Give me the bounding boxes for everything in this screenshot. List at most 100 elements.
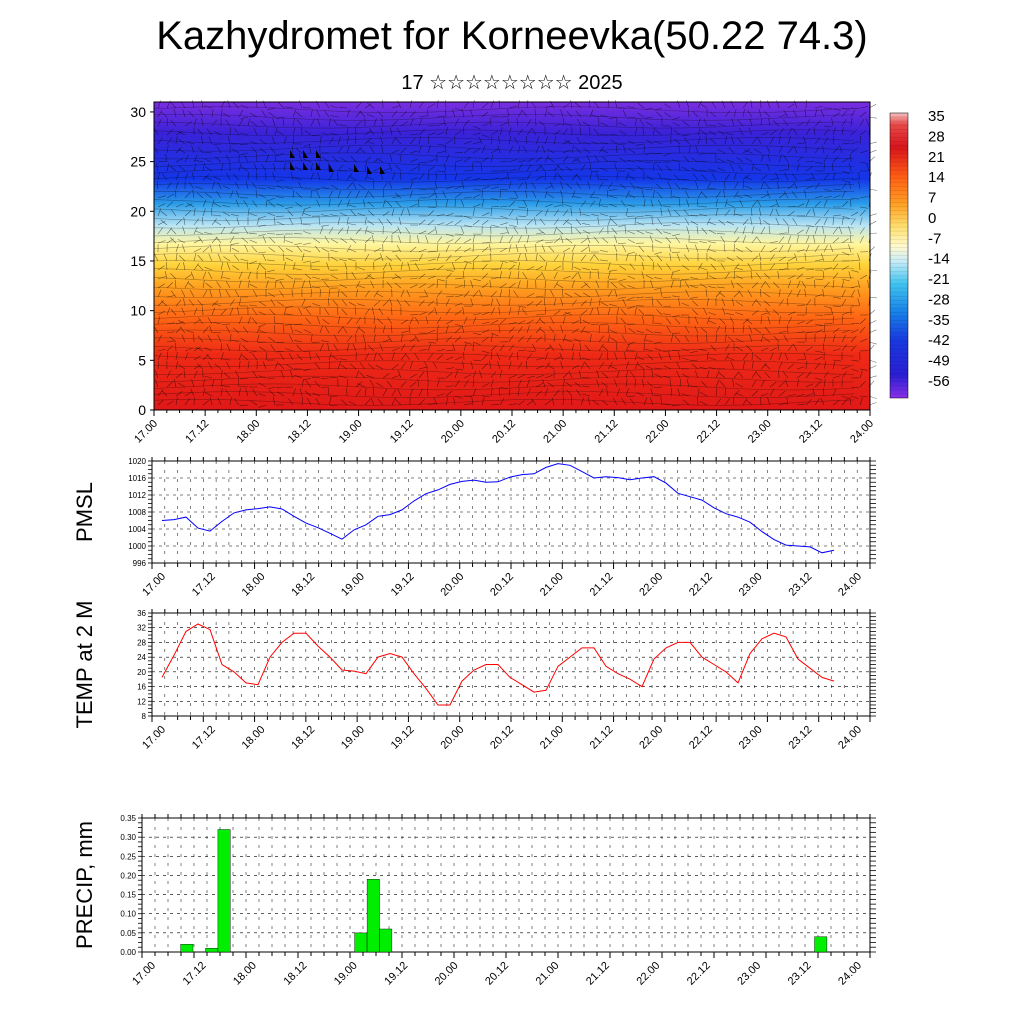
precip-bar <box>814 936 828 953</box>
y-tick-label: 0.10 <box>120 910 136 919</box>
section-x-tick-label: 17.00 <box>132 418 160 446</box>
section-x-tick-label: 17.12 <box>183 418 211 446</box>
contour-line <box>153 137 855 144</box>
precip-bar <box>205 948 219 953</box>
precipitation-panel: 0.00 0.05 0.10 0.15 0.20 0.25 0.30 0.35 17.00 17.… <box>72 814 876 988</box>
panel-x-tick-label: 23.12 <box>786 960 814 988</box>
section-x-tick-label: 19.12 <box>388 418 416 446</box>
wind-flag <box>303 162 308 170</box>
panel-x-tick-label: 18.00 <box>240 571 268 599</box>
y-tick-label: 28 <box>137 638 146 647</box>
wind-flag <box>354 164 359 172</box>
panel-x-tick-label: 21.00 <box>534 960 562 988</box>
contour-line <box>153 129 855 137</box>
panel-x-tick-label: 19.00 <box>339 724 367 752</box>
y-axis-label: PRECIP, mm <box>72 821 97 949</box>
precip-bar <box>217 829 231 953</box>
panel-x-tick-label: 20.12 <box>488 571 516 599</box>
panel-x-tick-label: 23.00 <box>737 571 765 599</box>
colorbar-label: 14 <box>928 169 945 186</box>
wind-flag <box>303 150 308 158</box>
panel-x-tick-label: 20.00 <box>438 724 466 752</box>
section-x-tick-label: 21.12 <box>592 418 620 446</box>
contour-line <box>153 221 855 229</box>
contour-line <box>153 168 855 175</box>
colorbar-label: -21 <box>928 271 950 288</box>
panel-x-tick-label: 19.00 <box>339 571 367 599</box>
series-line <box>161 463 835 554</box>
wind-flag <box>290 162 295 170</box>
y-tick-label: 0.15 <box>120 891 136 900</box>
panel-x-tick-label: 17.00 <box>130 960 158 988</box>
panel-x-tick-label: 18.12 <box>289 571 317 599</box>
pmsl-panel: 996 1000 1004 1008 1012 1016 1020 17.00 17.12 18.… <box>72 457 876 599</box>
panel-x-tick-label: 22.12 <box>687 724 715 752</box>
contour-line <box>153 352 855 360</box>
panel-x-tick-label: 21.00 <box>538 571 566 599</box>
panel-x-tick-label: 20.12 <box>488 724 516 752</box>
panel-x-tick-label: 22.12 <box>685 960 713 988</box>
colorbar-label: -35 <box>928 312 950 329</box>
section-x-tick-label: 18.12 <box>286 418 314 446</box>
panel-x-tick-label: 24.00 <box>836 571 864 599</box>
contour-line <box>153 252 855 260</box>
contour-line <box>153 198 855 206</box>
contour-line <box>153 314 855 321</box>
panel-x-tick-label: 22.00 <box>637 724 665 752</box>
y-axis-label: TEMP at 2 M <box>72 601 97 729</box>
contour-line <box>153 229 855 237</box>
contour-line <box>153 237 855 244</box>
contour-line <box>153 383 855 391</box>
panel-x-tick-label: 23.00 <box>737 724 765 752</box>
panel-x-tick-label: 18.00 <box>240 724 268 752</box>
y-tick-label: 5 <box>138 352 146 368</box>
colorbar-label: 28 <box>928 128 945 145</box>
precip-bar <box>379 928 393 953</box>
section-x-tick-label: 22.00 <box>644 418 672 446</box>
plot-frame <box>151 612 871 717</box>
panel-x-tick-label: 20.00 <box>433 960 461 988</box>
y-tick-label: 12 <box>137 697 146 706</box>
precip-bar <box>354 932 368 953</box>
y-tick-label: 8 <box>142 712 147 721</box>
panel-x-tick-label: 21.12 <box>588 571 616 599</box>
panel-x-tick-label: 19.00 <box>332 960 360 988</box>
panel-x-tick-label: 17.12 <box>190 724 218 752</box>
page-subtitle: 17 ☆☆☆☆☆☆☆☆ 2025 <box>401 72 623 94</box>
y-tick-label: 25 <box>130 154 146 170</box>
y-tick-label: 0 <box>138 402 146 418</box>
section-x-tick-label: 23.12 <box>797 418 825 446</box>
y-tick-label: 1004 <box>128 525 146 534</box>
contour-line <box>153 298 855 306</box>
wind-flag <box>367 166 372 174</box>
contour-line <box>153 268 855 275</box>
section-x-tick-label: 19.00 <box>337 418 365 446</box>
panel-x-tick-label: 24.00 <box>836 724 864 752</box>
colorbar-label: 35 <box>928 108 945 125</box>
colorbar-swatch <box>889 112 909 399</box>
y-tick-label: 0.00 <box>120 948 136 957</box>
y-tick-label: 36 <box>137 609 146 618</box>
y-tick-label: 10 <box>130 303 146 319</box>
y-tick-label: 0.05 <box>120 929 136 938</box>
plot-frame <box>141 817 871 953</box>
panel-x-tick-label: 18.00 <box>231 960 259 988</box>
y-tick-label: 30 <box>130 104 146 120</box>
panel-x-tick-label: 24.00 <box>836 960 864 988</box>
precip-bar <box>366 879 380 953</box>
y-tick-label: 0.20 <box>120 871 136 880</box>
panel-x-tick-label: 17.00 <box>140 724 168 752</box>
colorbar-label: -14 <box>928 251 950 268</box>
page-title: Kazhydromet for Korneevka(50.22 74.3) <box>156 14 868 58</box>
panel-x-tick-label: 18.12 <box>281 960 309 988</box>
contour-line <box>153 329 855 337</box>
panel-x-tick-label: 19.12 <box>389 724 417 752</box>
heatmap-field <box>154 102 870 410</box>
section-x-tick-label: 20.12 <box>490 418 518 446</box>
colorbar-label: -28 <box>928 291 950 308</box>
y-tick-label: 996 <box>133 559 147 568</box>
wind-flag <box>380 166 385 174</box>
y-tick-label: 1016 <box>128 474 146 483</box>
panel-x-tick-label: 22.12 <box>687 571 715 599</box>
